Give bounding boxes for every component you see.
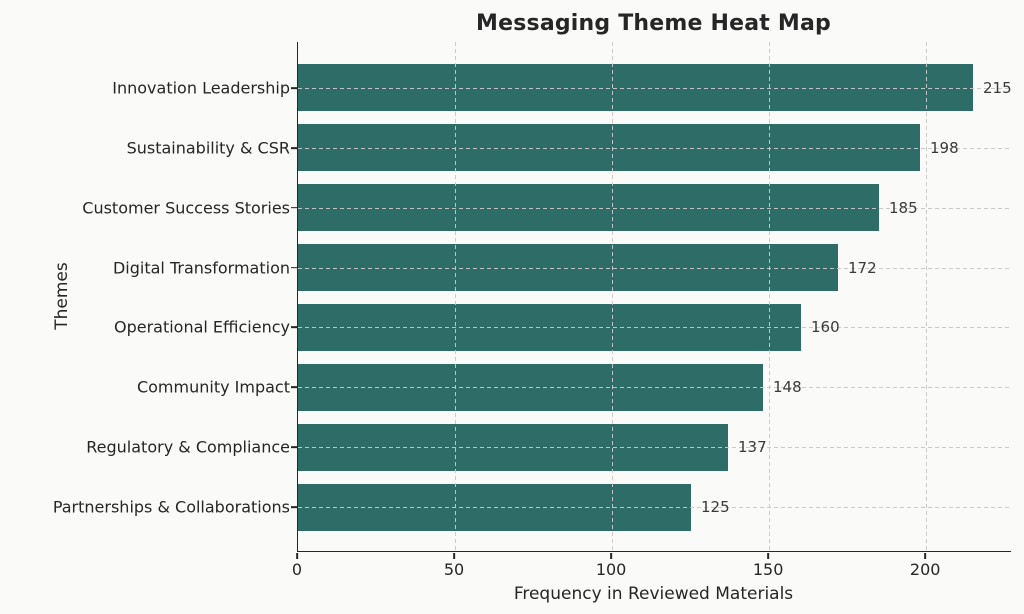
x-tick-label: 150 — [752, 560, 784, 579]
y-tick-mark — [291, 506, 297, 508]
h-gridline — [298, 387, 1011, 389]
bar-value-label: 198 — [930, 138, 959, 157]
x-tick-mark — [924, 553, 927, 559]
y-tick-label: Digital Transformation — [112, 258, 290, 278]
bar-value-label: 160 — [811, 318, 840, 337]
bar-value-label: 185 — [889, 198, 918, 217]
y-tick-label: Regulatory & Compliance — [86, 437, 290, 457]
h-gridline — [298, 447, 1011, 449]
y-tick-label: Community Impact — [136, 377, 290, 397]
y-tick-mark — [291, 87, 297, 89]
v-gridline — [769, 42, 771, 551]
h-gridline — [298, 327, 1011, 329]
y-tick-mark — [291, 266, 297, 269]
bar-value-label: 125 — [701, 498, 730, 517]
y-tick-label: Innovation Leadership — [112, 78, 290, 98]
v-gridline — [612, 42, 614, 551]
x-tick-label: 0 — [291, 560, 303, 579]
bar-value-label: 148 — [773, 378, 802, 397]
h-gridline — [298, 87, 1011, 89]
y-tick-mark — [291, 386, 297, 389]
x-tick-mark — [610, 553, 612, 559]
bar-value-label: 172 — [848, 258, 877, 277]
y-tick-mark — [291, 146, 297, 149]
h-gridline — [298, 207, 1011, 209]
x-tick-mark — [767, 553, 769, 559]
h-gridline — [298, 147, 1011, 149]
y-tick-label: Customer Success Stories — [82, 198, 290, 218]
bar-value-label: 137 — [738, 438, 767, 457]
h-gridline — [298, 507, 1011, 509]
y-tick-mark — [291, 326, 297, 329]
x-tick-label: 200 — [909, 560, 941, 579]
chart-title: Messaging Theme Heat Map — [476, 11, 831, 36]
bar-value-label: 215 — [983, 78, 1012, 97]
y-tick-mark — [291, 446, 297, 449]
y-tick-mark — [291, 206, 297, 209]
v-gridline — [926, 42, 928, 551]
y-tick-label: Partnerships & Collaborations — [52, 497, 290, 517]
x-tick-mark — [296, 553, 298, 559]
x-tick-mark — [453, 553, 455, 559]
h-gridline — [298, 267, 1011, 269]
v-gridline — [455, 42, 457, 551]
x-tick-label: 50 — [443, 560, 465, 579]
x-tick-label: 100 — [595, 560, 627, 579]
y-tick-label: Operational Efficiency — [113, 317, 290, 337]
y-tick-label: Sustainability & CSR — [126, 138, 290, 158]
x-axis-title: Frequency in Reviewed Materials — [513, 584, 794, 604]
plot-area: 215 198 185 172 160 148 137 125 — [297, 42, 1012, 552]
